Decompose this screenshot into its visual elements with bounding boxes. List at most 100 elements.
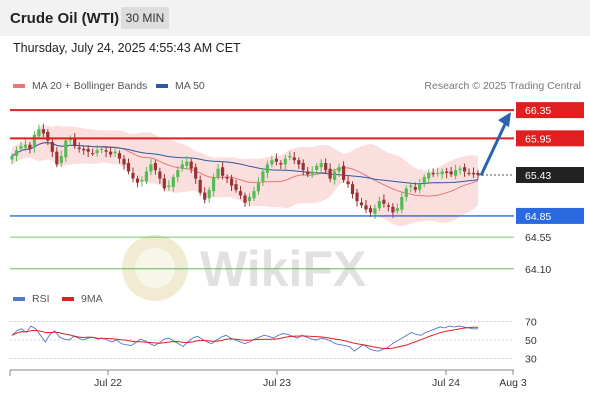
- candle-body: [73, 137, 77, 147]
- ma50-line: [11, 142, 479, 185]
- legend-ma50: MA 50: [156, 80, 205, 92]
- bollinger-band: [12, 125, 478, 227]
- candle-body: [104, 150, 108, 152]
- level-label-64.85: 64.85: [525, 211, 551, 223]
- candle-body: [395, 208, 399, 211]
- candle-body: [252, 191, 256, 199]
- candle-body: [337, 167, 341, 172]
- candle-body: [440, 171, 444, 175]
- candle-body: [64, 140, 68, 158]
- candle-body: [283, 158, 287, 165]
- candle-body: [243, 195, 247, 203]
- legend-ma20-bb: MA 20 + Bollinger Bands: [13, 80, 147, 92]
- candle-body: [445, 171, 449, 173]
- candle-body: [310, 171, 314, 175]
- candle-body: [333, 171, 337, 180]
- candle-body: [306, 171, 310, 175]
- candle-body: [463, 167, 467, 172]
- timestamp: Thursday, July 24, 2025 4:55:43 AM CET: [13, 41, 241, 55]
- level-label-66.35: 66.35: [525, 105, 551, 117]
- candle-body: [41, 129, 45, 134]
- legend-rsi: RSI: [13, 293, 50, 305]
- ma50-swatch: [156, 84, 168, 88]
- candle-body: [328, 168, 332, 179]
- candle-body: [14, 150, 19, 156]
- rsi-ma-swatch: [62, 297, 74, 301]
- header-bar: Crude Oil (WTI) 30 MIN: [0, 0, 590, 36]
- candle-body: [100, 148, 104, 150]
- candle-body: [422, 177, 426, 183]
- candle-body: [50, 141, 54, 152]
- candle-body: [409, 185, 413, 187]
- candle-body: [364, 205, 368, 210]
- rsi-tick-70: 70: [525, 316, 537, 328]
- level-label-64.55: 64.55: [525, 232, 551, 244]
- candle-body: [144, 171, 148, 182]
- candle-body: [171, 177, 175, 187]
- legend-rsi-ma-label: 9MA: [81, 293, 103, 305]
- candle-body: [135, 178, 140, 183]
- candle-body: [431, 172, 435, 175]
- candle-body: [261, 171, 265, 182]
- level-tag-65.95: [516, 130, 584, 147]
- candle-body: [404, 188, 408, 197]
- level-label-64.10: 64.10: [525, 264, 551, 276]
- candle-body: [274, 158, 278, 162]
- candle-body: [91, 153, 95, 155]
- level-tag-66.35: [516, 102, 584, 119]
- candle-body: [225, 177, 229, 179]
- candle-body: [355, 192, 359, 202]
- candle-body: [256, 182, 260, 192]
- rsi-tick-30: 30: [525, 354, 537, 366]
- instrument-title: Crude Oil (WTI): [10, 10, 120, 27]
- candle-body: [297, 160, 301, 165]
- time-tick-label-aug-3: Aug 3: [499, 377, 527, 389]
- candle-body: [19, 146, 23, 149]
- timeframe-badge[interactable]: 30 MIN: [121, 7, 169, 29]
- legend-rsi-ma: 9MA: [62, 293, 103, 305]
- candle-body: [270, 160, 274, 165]
- candle-body: [386, 205, 390, 207]
- candle-body: [180, 164, 184, 169]
- candle-body: [436, 172, 440, 174]
- candle-body: [427, 172, 431, 179]
- candle-body: [454, 170, 458, 176]
- candle-body: [471, 172, 476, 175]
- candle-body: [458, 168, 462, 171]
- candle-body: [247, 196, 252, 202]
- watermark-globe-inner: [135, 248, 175, 288]
- candle-body: [122, 158, 126, 165]
- current-price-label: 65.43: [525, 170, 551, 182]
- level-label-65.95: 65.95: [525, 133, 551, 145]
- candle-body: [189, 161, 193, 169]
- candle-body: [131, 172, 135, 179]
- candle-body: [207, 189, 211, 199]
- candle-body: [117, 153, 122, 159]
- rsi-ma-line: [11, 326, 478, 350]
- time-tick-label-jul-23: Jul 23: [263, 377, 291, 389]
- candle-body: [203, 192, 207, 200]
- candle-body: [109, 151, 113, 155]
- candle-body: [382, 199, 386, 204]
- current-price-tag: [516, 167, 584, 184]
- ma20-swatch: [13, 84, 25, 88]
- candle-body: [55, 151, 59, 165]
- candle-body: [46, 132, 50, 141]
- candle-body: [198, 179, 202, 193]
- candle-body: [212, 177, 216, 192]
- candle-body: [292, 157, 296, 161]
- rsi-tick-50: 50: [525, 335, 537, 347]
- candle-body: [162, 178, 166, 189]
- candle-body: [265, 164, 269, 173]
- candle-body: [23, 144, 27, 148]
- candle-body: [342, 165, 346, 180]
- candle-body: [126, 163, 131, 172]
- candle-body: [221, 167, 225, 176]
- candle-body: [449, 171, 453, 175]
- candle-body: [301, 163, 305, 171]
- candle-body: [368, 208, 373, 213]
- candle-body: [140, 179, 144, 182]
- legend-ma50-label: MA 50: [175, 80, 205, 92]
- candle-body: [37, 129, 41, 137]
